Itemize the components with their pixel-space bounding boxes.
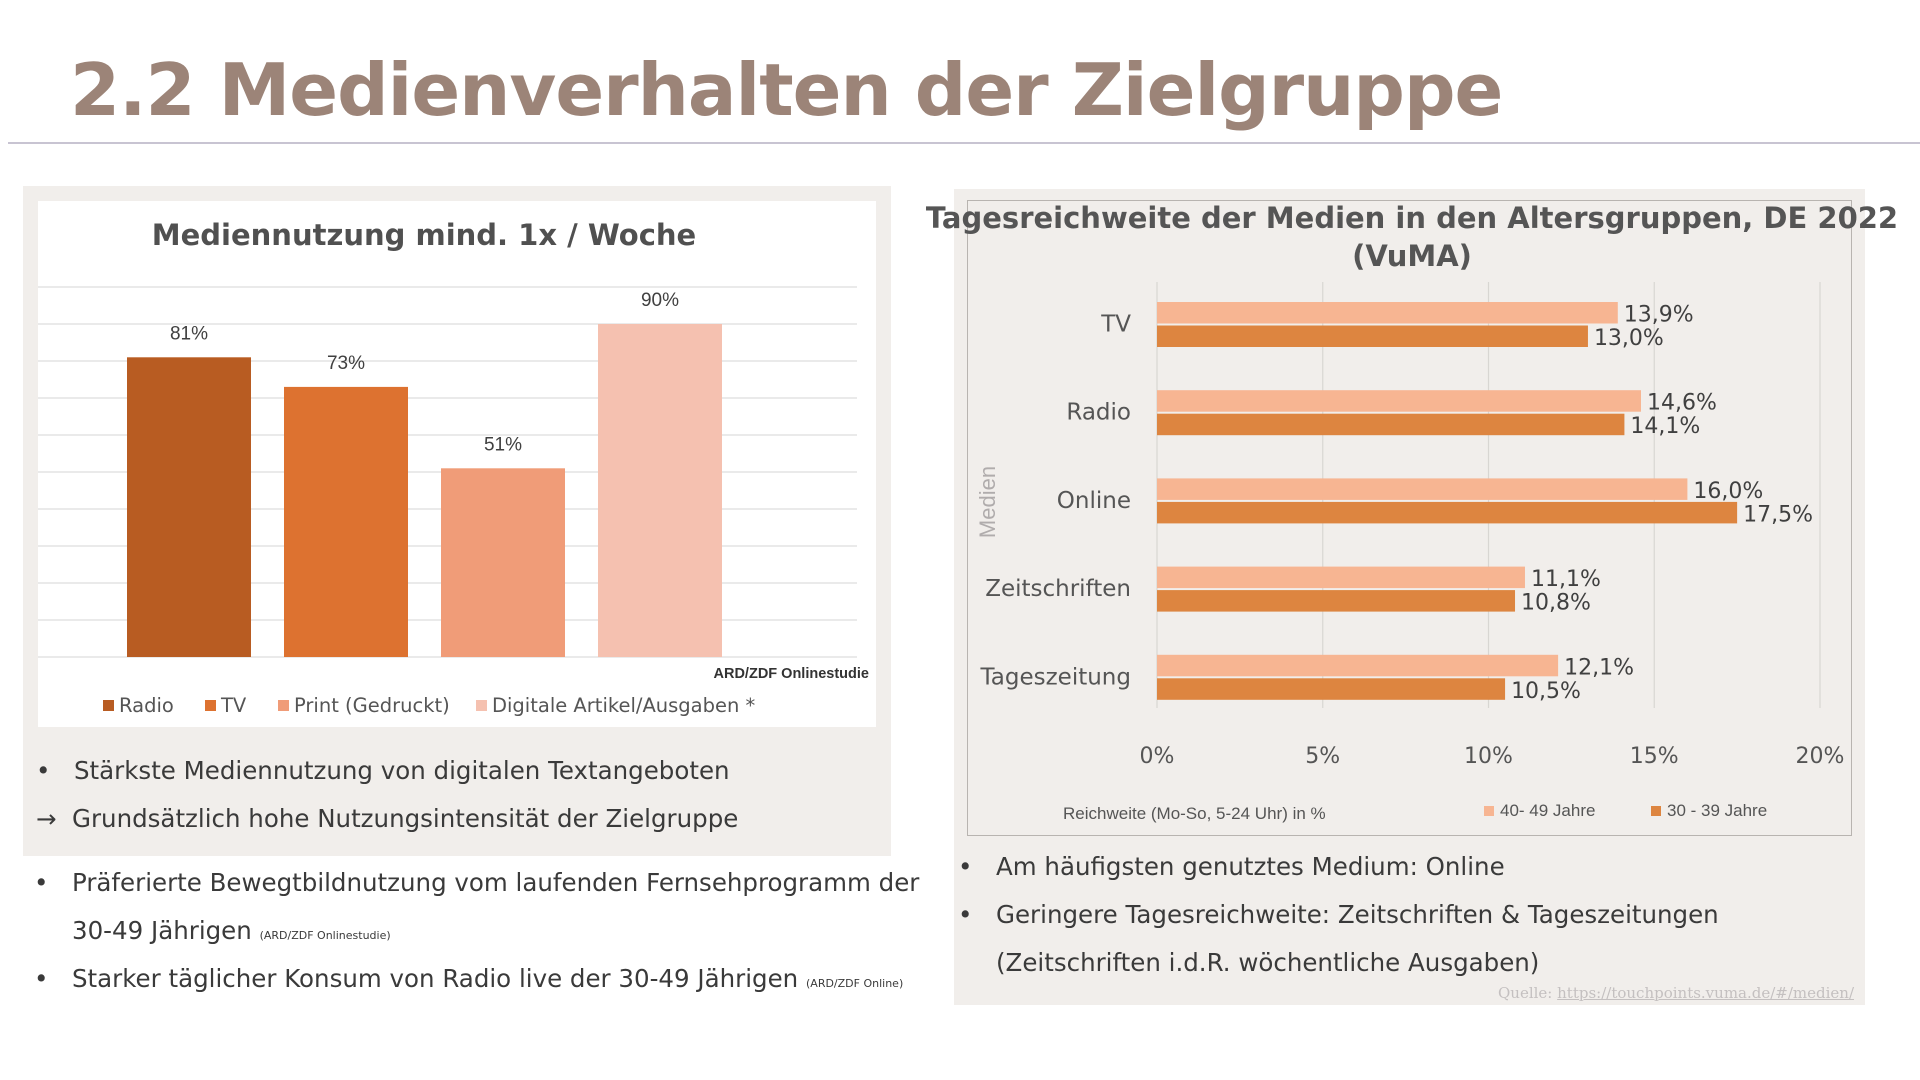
x-tick-label: 0%	[1140, 744, 1175, 769]
source-citation: Quelle: https://touchpoints.vuma.de/#/me…	[1498, 984, 1854, 1002]
bars	[127, 324, 722, 657]
bullet-text: Geringere Tagesreichweite: Zeitschriften…	[996, 900, 1719, 929]
slide-title: 2.2 Medienverhalten der Zielgruppe	[70, 48, 1503, 132]
bullet-dot: •	[958, 852, 973, 881]
bar	[441, 468, 565, 657]
bullet-dot: •	[36, 756, 51, 785]
bar	[127, 357, 251, 657]
bullet-text: Präferierte Bewegtbildnutzung vom laufen…	[72, 868, 920, 897]
bullet-text: Am häufigsten genutztes Medium: Online	[996, 852, 1505, 881]
data-label: 13,9%	[1624, 303, 1694, 328]
data-label: 73%	[327, 353, 365, 374]
bar	[1157, 390, 1641, 412]
category-label: Online	[1057, 488, 1131, 514]
x-tick-label: 20%	[1796, 744, 1845, 769]
category-label: Tageszeitung	[980, 664, 1131, 690]
data-label: 13,0%	[1594, 326, 1664, 351]
y-axis-label: Medien	[975, 466, 1000, 538]
category-labels: TV Radio Online Zeitschriften Tageszeitung	[980, 312, 1132, 691]
legend-label: Digitale Artikel/Ausgaben *	[492, 694, 756, 717]
data-label: 10,5%	[1511, 679, 1581, 704]
bar	[284, 386, 408, 657]
chart-source-note: ARD/ZDF Onlinestudie	[714, 666, 869, 682]
chart-title-line2: (VuMA)	[1352, 239, 1472, 273]
bars	[1157, 302, 1738, 700]
x-axis-label: Reichweite (Mo-So, 5-24 Uhr) in %	[1063, 804, 1326, 823]
inline-source-note: (ARD/ZDF Onlinestudie)	[259, 929, 391, 942]
data-label: 90%	[641, 290, 679, 311]
bar	[1157, 413, 1625, 436]
source-link[interactable]: https://touchpoints.vuma.de/#/medien/	[1557, 984, 1854, 1002]
daily-reach-chart-frame	[967, 200, 1852, 836]
list-item-continuation: (Zeitschriften i.d.R. wöchentliche Ausga…	[996, 948, 1539, 977]
bar	[1157, 478, 1688, 500]
bullet-text: Stärkste Mediennutzung von digitalen Tex…	[74, 756, 730, 785]
bar	[1157, 501, 1738, 524]
bar	[1157, 590, 1516, 612]
legend-label: Print (Gedruckt)	[294, 694, 450, 717]
legend-swatch	[103, 700, 114, 711]
data-label: 17,5%	[1743, 502, 1813, 527]
data-label: 16,0%	[1693, 479, 1763, 504]
legend-swatch	[476, 700, 487, 711]
arrow-right-icon: →	[36, 804, 57, 833]
data-label: 51%	[484, 434, 522, 455]
bar	[1157, 302, 1618, 324]
legend-label: TV	[220, 694, 247, 717]
bullet-text: (Zeitschriften i.d.R. wöchentliche Ausga…	[996, 948, 1540, 977]
legend-swatch	[205, 700, 216, 711]
legend-label: 40- 49 Jahre	[1500, 801, 1595, 820]
legend-swatch	[1651, 806, 1661, 816]
data-label: 14,1%	[1630, 414, 1700, 439]
legend-label: Radio	[119, 694, 174, 717]
data-label: 14,6%	[1647, 391, 1717, 416]
bar	[1157, 566, 1525, 589]
chart-title: Mediennutzung mind. 1x / Woche	[152, 218, 696, 252]
legend-swatch	[1484, 806, 1494, 816]
bullet-dot: •	[958, 900, 973, 929]
legend: Radio TV Print (Gedruckt) Digitale Artikel/…	[103, 694, 756, 717]
data-label: 81%	[170, 323, 208, 344]
x-tick-label: 10%	[1464, 744, 1513, 769]
legend-swatch	[278, 700, 289, 711]
inline-source-note: (ARD/ZDF Online)	[806, 977, 904, 990]
bullet-dot: •	[34, 868, 49, 897]
category-label: Zeitschriften	[985, 576, 1131, 602]
data-label: 10,8%	[1521, 591, 1591, 616]
bullet-text: Grundsätzlich hohe Nutzungsintensität de…	[72, 804, 739, 833]
legend: 40- 49 Jahre 30 - 39 Jahre	[1484, 801, 1767, 820]
data-label: 11,1%	[1531, 567, 1601, 592]
bar	[1157, 654, 1559, 677]
bullet-dot: •	[34, 964, 49, 993]
bar	[1157, 678, 1506, 700]
x-tick-labels: 0% 5% 10% 15% 20%	[1140, 744, 1845, 769]
data-label: 12,1%	[1564, 655, 1634, 680]
category-label: Radio	[1066, 400, 1131, 426]
bullet-text: Starker täglicher Konsum von Radio live …	[72, 964, 799, 993]
bullet-text-group: Starker täglicher Konsum von Radio live …	[72, 964, 903, 993]
legend-label: 30 - 39 Jahre	[1667, 801, 1767, 820]
list-item-continuation: 30-49 Jährigen (ARD/ZDF Onlinestudie)	[72, 916, 391, 945]
title-divider	[8, 142, 1920, 144]
x-tick-label: 15%	[1630, 744, 1679, 769]
chart-title-line1: Tagesreichweite der Medien in den Alters…	[926, 201, 1898, 235]
bar	[1157, 325, 1588, 347]
x-tick-label: 5%	[1305, 744, 1340, 769]
source-prefix: Quelle:	[1498, 984, 1558, 1002]
category-label: TV	[1100, 312, 1131, 338]
bar	[598, 324, 722, 657]
data-labels: 13,9%13,0% 14,6%14,1% 16,0%17,5% 11,1%10,8%…	[1511, 303, 1813, 704]
data-labels: 81% 73% 51% 90%	[170, 290, 679, 455]
bullet-text: 30-49 Jährigen	[72, 916, 252, 945]
